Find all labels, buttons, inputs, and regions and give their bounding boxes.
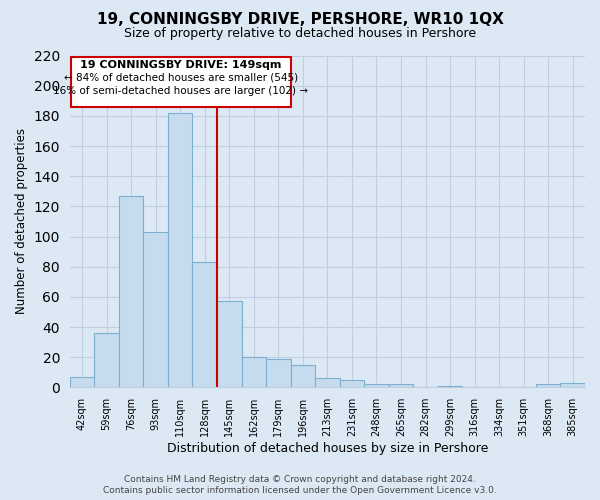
Bar xyxy=(119,196,143,388)
Bar xyxy=(315,378,340,388)
Bar xyxy=(94,333,119,388)
Bar xyxy=(168,113,193,388)
Text: 19, CONNINGSBY DRIVE, PERSHORE, WR10 1QX: 19, CONNINGSBY DRIVE, PERSHORE, WR10 1QX xyxy=(97,12,503,28)
Bar xyxy=(438,386,463,388)
Text: 19 CONNINGSBY DRIVE: 149sqm: 19 CONNINGSBY DRIVE: 149sqm xyxy=(80,60,281,70)
Bar xyxy=(536,384,560,388)
Bar xyxy=(70,377,94,388)
Bar xyxy=(340,380,364,388)
Bar xyxy=(193,262,217,388)
Text: ← 84% of detached houses are smaller (545): ← 84% of detached houses are smaller (54… xyxy=(64,72,298,82)
Y-axis label: Number of detached properties: Number of detached properties xyxy=(15,128,28,314)
Bar xyxy=(290,364,315,388)
Bar xyxy=(389,384,413,388)
Bar xyxy=(560,383,585,388)
Text: Contains HM Land Registry data © Crown copyright and database right 2024.: Contains HM Land Registry data © Crown c… xyxy=(124,475,476,484)
Bar xyxy=(143,232,168,388)
Text: Contains public sector information licensed under the Open Government Licence v3: Contains public sector information licen… xyxy=(103,486,497,495)
Bar xyxy=(364,384,389,388)
Bar xyxy=(266,358,290,388)
FancyBboxPatch shape xyxy=(71,57,290,107)
Bar xyxy=(217,302,242,388)
Bar xyxy=(242,357,266,388)
X-axis label: Distribution of detached houses by size in Pershore: Distribution of detached houses by size … xyxy=(167,442,488,455)
Text: Size of property relative to detached houses in Pershore: Size of property relative to detached ho… xyxy=(124,28,476,40)
Text: 16% of semi-detached houses are larger (102) →: 16% of semi-detached houses are larger (… xyxy=(53,86,308,96)
